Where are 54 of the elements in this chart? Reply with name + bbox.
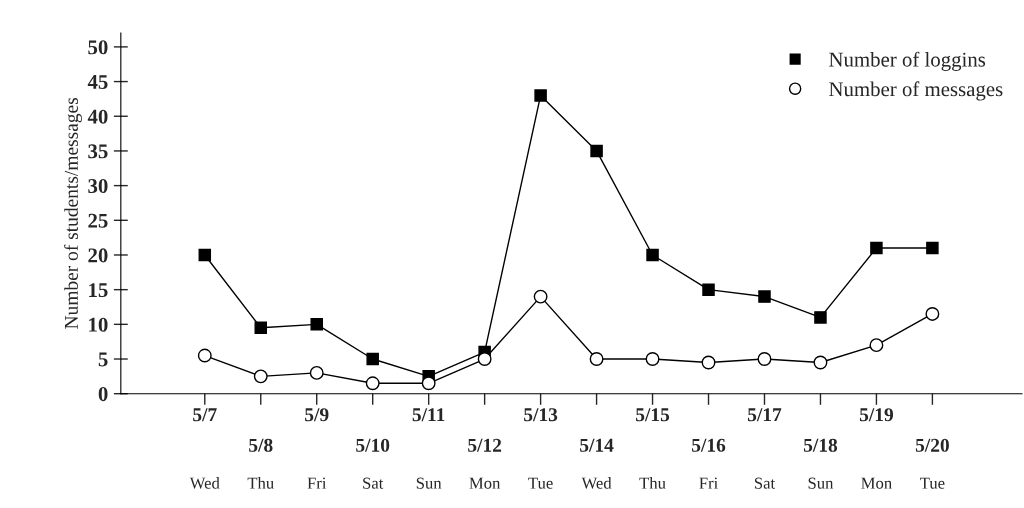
y-tick-label: 35 xyxy=(88,144,108,159)
point xyxy=(702,283,715,296)
category-label: 5/11 Sun xyxy=(412,408,445,489)
point xyxy=(813,355,828,370)
point xyxy=(421,376,436,391)
point xyxy=(366,352,379,366)
y-tick-label: 15 xyxy=(89,283,108,298)
point xyxy=(758,290,771,303)
point xyxy=(310,318,323,331)
y-tick-label: 25 xyxy=(88,213,108,228)
y-tick-label: 45 xyxy=(87,75,108,90)
category-label: 5/16 Fri xyxy=(692,438,726,489)
category-label: 5/7 Wed xyxy=(189,408,220,489)
point xyxy=(534,89,547,102)
y-tick-label: 20 xyxy=(88,248,108,263)
category-label: 5/8 Thu xyxy=(247,438,274,489)
point xyxy=(198,248,212,262)
category-label: 5/10 Sat xyxy=(356,438,390,489)
point xyxy=(309,365,324,380)
y-axis-title: Number of students/messages xyxy=(64,97,82,329)
category-label: 5/15 Thu xyxy=(636,408,670,489)
point xyxy=(589,352,604,366)
legend-label: Number of messages xyxy=(829,81,1003,101)
point xyxy=(814,311,827,324)
point xyxy=(926,241,939,255)
point xyxy=(253,369,268,384)
point xyxy=(645,352,660,366)
point xyxy=(869,338,884,353)
y-tick-label: 30 xyxy=(88,178,108,194)
point xyxy=(477,352,492,366)
category-label: 5/17 Sat xyxy=(747,408,782,489)
y-tick-label: 0 xyxy=(98,387,108,402)
point xyxy=(925,306,940,321)
y-tick-label: 5 xyxy=(98,352,108,367)
point xyxy=(197,348,212,363)
point xyxy=(646,248,659,262)
category-label: 5/20 Tue xyxy=(915,438,949,489)
y-tick-label: 10 xyxy=(89,317,108,332)
category-label: 5/9 Fri xyxy=(305,408,329,489)
point xyxy=(590,144,603,158)
y-tick-label: 40 xyxy=(87,109,108,124)
point xyxy=(701,355,716,370)
point xyxy=(533,289,548,304)
point xyxy=(757,352,772,366)
category-label: 5/18 Sun xyxy=(803,438,838,489)
point xyxy=(365,376,380,391)
legend-label: Number of loggins xyxy=(829,51,986,71)
category-label: 5/12 Mon xyxy=(468,438,502,489)
y-tick-label: 50 xyxy=(88,40,108,55)
category-label: 5/19 Mon xyxy=(859,408,894,489)
point xyxy=(254,321,268,335)
category-label: 5/13 Tue xyxy=(524,408,558,489)
category-label: 5/14 Wed xyxy=(580,438,614,489)
point xyxy=(870,241,883,255)
